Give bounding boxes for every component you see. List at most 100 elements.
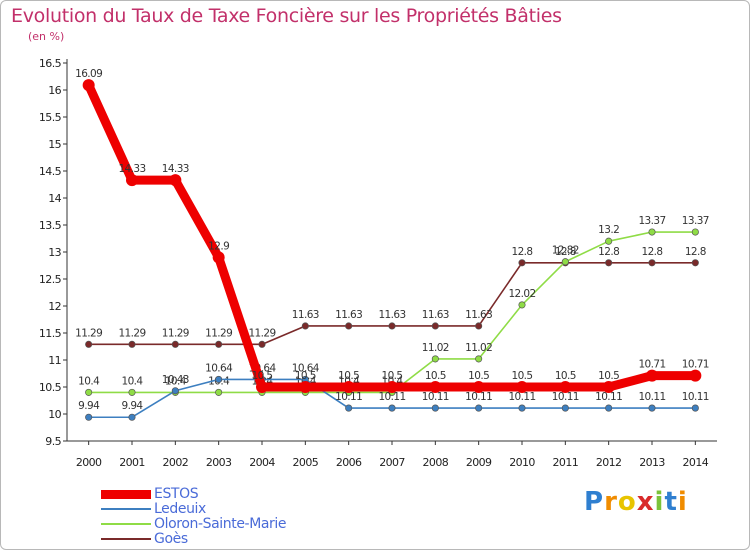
data-point <box>85 388 93 396</box>
data-point <box>85 340 93 348</box>
data-point <box>386 381 398 393</box>
data-point <box>215 340 223 348</box>
data-point <box>169 174 182 187</box>
data-label: 10.11 <box>422 391 449 403</box>
data-point <box>388 322 396 330</box>
y-tick-label: 14.5 <box>39 165 62 178</box>
data-label: 10.71 <box>682 359 709 371</box>
data-point <box>301 322 309 330</box>
data-label: 10.5 <box>512 370 533 382</box>
data-point <box>429 381 442 393</box>
data-point <box>345 404 353 412</box>
data-label: 10.5 <box>468 370 489 382</box>
data-point <box>602 381 615 393</box>
x-tick-label: 2000 <box>76 456 102 469</box>
data-point <box>516 381 528 393</box>
data-label: 11.63 <box>292 309 319 321</box>
y-tick-label: 13.5 <box>39 219 62 232</box>
data-label: 10.5 <box>555 370 576 382</box>
legend-swatch-estos <box>101 490 151 499</box>
data-point <box>559 381 572 393</box>
data-label: 11.02 <box>465 342 492 354</box>
data-point <box>212 251 225 264</box>
legend-swatch-ledeuix <box>101 508 151 510</box>
data-point <box>215 388 223 396</box>
data-point <box>345 322 353 330</box>
data-label: 12.82 <box>552 245 579 257</box>
data-point <box>518 259 526 267</box>
data-point <box>128 388 136 396</box>
data-point <box>388 404 396 412</box>
data-label: 13.2 <box>598 224 619 236</box>
data-label: 10.64 <box>292 362 320 374</box>
data-point <box>518 301 526 309</box>
data-point <box>342 381 355 393</box>
data-point <box>299 381 312 393</box>
data-point <box>475 322 483 330</box>
chart-title: Evolution du Taux de Taxe Foncière sur l… <box>11 5 562 27</box>
data-point <box>258 340 266 348</box>
legend-swatch-oloron <box>101 523 151 525</box>
x-tick-label: 2012 <box>596 456 622 469</box>
data-label: 10.11 <box>508 391 535 403</box>
data-point <box>648 404 656 412</box>
data-label: 10.11 <box>638 391 665 403</box>
data-label: 14.33 <box>118 163 145 175</box>
data-label: 11.02 <box>422 342 449 354</box>
legend-label-estos: ESTOS <box>154 486 199 502</box>
data-point <box>128 340 136 348</box>
data-label: 10.43 <box>162 374 189 386</box>
data-label: 9.94 <box>122 400 144 412</box>
data-label: 12.8 <box>555 246 576 258</box>
data-label: 12.02 <box>508 288 535 300</box>
data-label: 10.4 <box>78 375 100 387</box>
data-label: 12.8 <box>512 246 533 258</box>
data-label: 10.5 <box>382 370 403 382</box>
x-tick-label: 2006 <box>336 456 362 469</box>
data-point <box>475 355 483 363</box>
x-tick-label: 2004 <box>249 456 275 469</box>
data-label: 10.11 <box>465 391 492 403</box>
data-label: 10.4 <box>165 375 187 387</box>
data-point <box>85 413 93 421</box>
data-point <box>691 404 699 412</box>
data-point <box>518 404 526 412</box>
x-tick-label: 2011 <box>553 456 579 469</box>
data-label: 12.8 <box>642 246 663 258</box>
y-tick-label: 13 <box>48 246 61 259</box>
x-tick-label: 2007 <box>379 456 405 469</box>
x-tick-label: 2010 <box>509 456 535 469</box>
data-label: 10.5 <box>295 370 316 382</box>
y-tick-label: 11 <box>48 354 61 367</box>
data-point <box>689 369 702 382</box>
data-label: 16.09 <box>75 68 102 80</box>
x-tick-label: 2009 <box>466 456 492 469</box>
data-label: 10.5 <box>338 370 359 382</box>
data-point <box>431 322 439 330</box>
data-label: 10.11 <box>335 391 362 403</box>
x-tick-label: 2014 <box>683 456 709 469</box>
proxiti-logo: Proxiti <box>584 487 688 517</box>
legend-label-ledeuix: Ledeuix <box>154 501 206 517</box>
legend-label-oloron: Oloron-Sainte-Marie <box>154 516 287 532</box>
data-point <box>475 404 483 412</box>
data-label: 11.29 <box>162 327 189 339</box>
x-tick-label: 2005 <box>293 456 319 469</box>
data-point <box>215 375 223 383</box>
data-point <box>171 387 179 395</box>
y-unit-label: (en %) <box>28 30 65 43</box>
x-tick-label: 2002 <box>163 456 189 469</box>
data-label: 10.71 <box>638 359 665 371</box>
data-label: 10.11 <box>552 391 579 403</box>
data-point <box>561 404 569 412</box>
data-point <box>256 381 268 393</box>
data-label: 11.63 <box>378 309 405 321</box>
data-label: 10.4 <box>122 375 144 387</box>
y-tick-label: 16.5 <box>39 57 62 70</box>
data-label: 10.5 <box>425 370 446 382</box>
data-label: 11.29 <box>205 327 232 339</box>
y-tick-label: 11.5 <box>39 327 62 340</box>
x-tick-label: 2008 <box>423 456 449 469</box>
